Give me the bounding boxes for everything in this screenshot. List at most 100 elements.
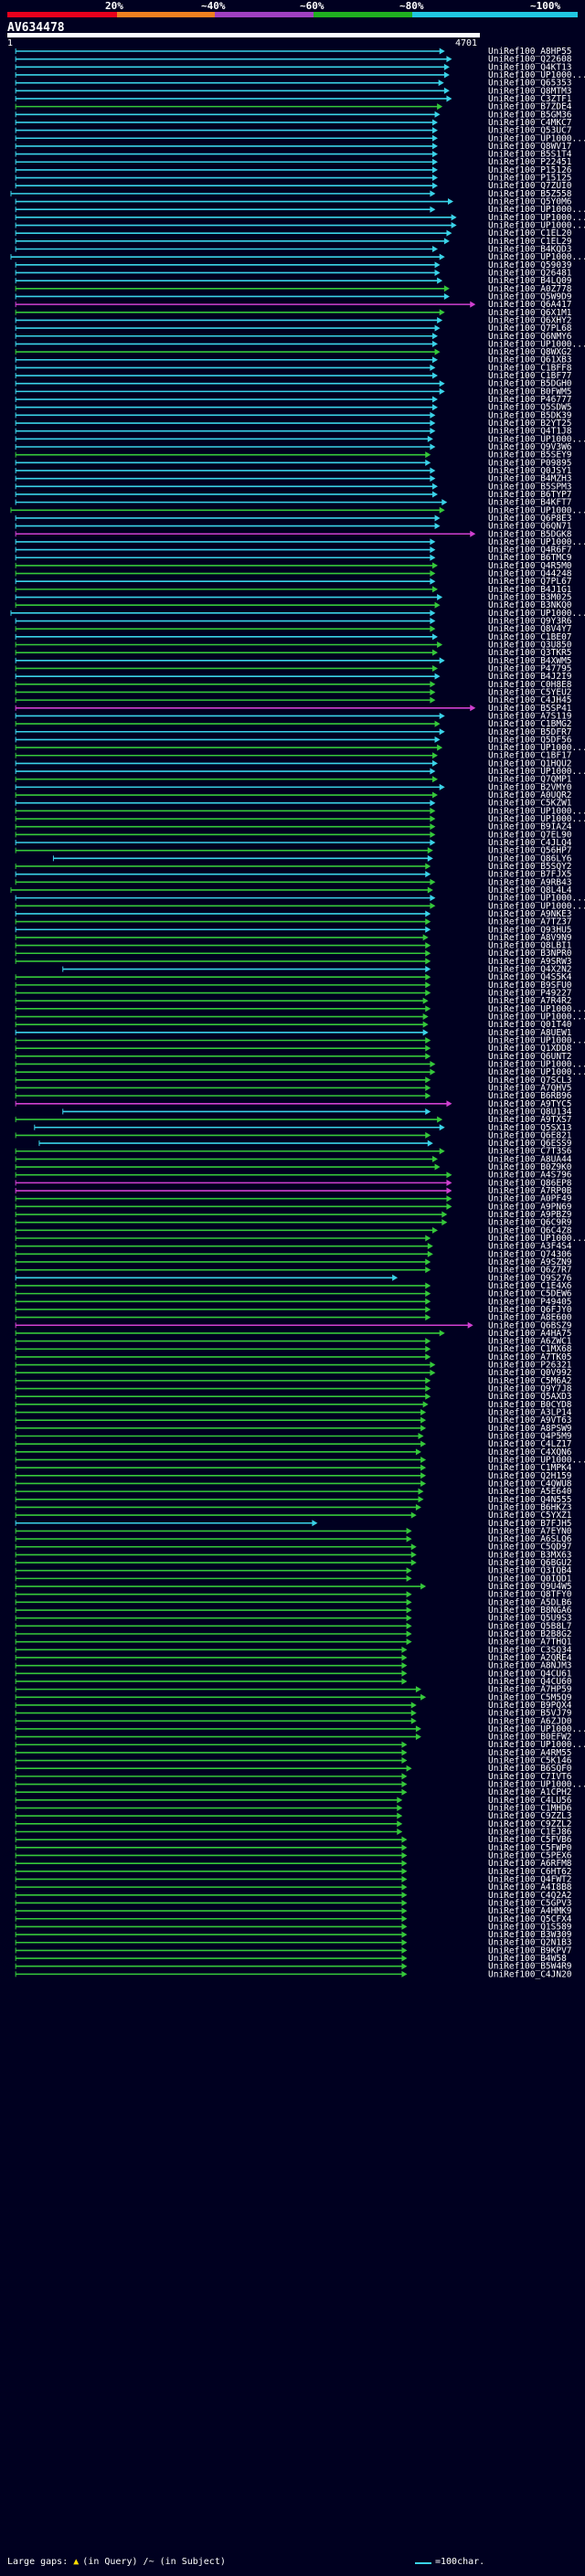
hit-label[interactable]: UniRef100_UP1000... — [488, 743, 585, 753]
hit-label[interactable]: UniRef100_A8UEW1 — [488, 1028, 572, 1038]
hit-row[interactable]: UniRef100_A9RB43 — [15, 877, 572, 887]
hit-label[interactable]: UniRef100_Q9U4W5 — [488, 1582, 572, 1592]
hit-label[interactable]: UniRef100_Q3TKR5 — [488, 648, 572, 658]
hit-row[interactable]: UniRef100_UP1000... — [15, 894, 585, 904]
hit-label[interactable]: UniRef100_A6ZWC1 — [488, 1337, 572, 1347]
hit-label[interactable]: UniRef100_A0UQR2 — [488, 790, 572, 800]
hit-row[interactable]: UniRef100_A3LP14 — [15, 1408, 572, 1418]
hit-row[interactable]: UniRef100_Q5SX13 — [34, 1123, 572, 1133]
hit-label[interactable]: UniRef100_Q6ESS9 — [488, 1139, 572, 1149]
hit-row[interactable]: UniRef100_Q4R6F7 — [15, 546, 572, 556]
hit-label[interactable]: UniRef100_UP1000... — [488, 339, 585, 349]
hit-label[interactable]: UniRef100_B2YT25 — [488, 419, 572, 429]
hit-label[interactable]: UniRef100_A9RB43 — [488, 877, 572, 887]
hit-label[interactable]: UniRef100_Q53UC7 — [488, 126, 572, 136]
hit-row[interactable]: UniRef100_A4I8B8 — [15, 1882, 572, 1892]
hit-label[interactable]: UniRef100_C1EL20 — [488, 228, 572, 239]
hit-label[interactable]: UniRef100_Q93HU5 — [488, 925, 572, 935]
hit-label[interactable]: UniRef100_UP1000... — [488, 505, 585, 515]
hit-row[interactable]: UniRef100_UP1000... — [10, 505, 585, 515]
hit-row[interactable]: UniRef100_Q4CU60 — [15, 1677, 572, 1687]
hit-label[interactable]: UniRef100_Q7PL67 — [488, 577, 572, 587]
hit-label[interactable]: UniRef100_UP1000... — [488, 1059, 585, 1069]
hit-row[interactable]: UniRef100_Q22608 — [15, 55, 572, 65]
hit-row[interactable]: UniRef100_UP1000... — [15, 767, 585, 777]
hit-row[interactable]: UniRef100_Q86LY6 — [52, 853, 572, 864]
hit-row[interactable]: UniRef100_Q26481 — [15, 268, 572, 278]
hit-row[interactable]: UniRef100_Q74306 — [15, 1249, 572, 1259]
hit-row[interactable]: UniRef100_UP1000... — [15, 1059, 585, 1069]
hit-label[interactable]: UniRef100_B4KQD3 — [488, 245, 572, 255]
hit-row[interactable]: UniRef100_A8UA44 — [15, 1154, 572, 1164]
hit-label[interactable]: UniRef100_B9IAZ4 — [488, 822, 572, 832]
hit-row[interactable]: UniRef100_Q8WXG2 — [15, 347, 572, 357]
hit-label[interactable]: UniRef100_A9SRW3 — [488, 957, 572, 967]
hit-row[interactable]: UniRef100_Q4P5M9 — [15, 1432, 572, 1442]
hit-label[interactable]: UniRef100_B5W4R9 — [488, 1962, 572, 1972]
hit-label[interactable]: UniRef100_Q4P5M9 — [488, 1432, 572, 1442]
hit-row[interactable]: UniRef100_Q1S589 — [15, 1922, 572, 1932]
hit-row[interactable]: UniRef100_B5DK39 — [15, 410, 572, 420]
hit-row[interactable]: UniRef100_B5SP41 — [15, 704, 572, 714]
hit-label[interactable]: UniRef100_A8NJM3 — [488, 1661, 572, 1671]
hit-row[interactable]: UniRef100_UP1000... — [15, 1036, 585, 1046]
hit-row[interactable]: UniRef100_P15126 — [15, 165, 572, 175]
hit-row[interactable]: UniRef100_Q8LBI1 — [15, 941, 572, 951]
hit-label[interactable]: UniRef100_Q44248 — [488, 569, 572, 579]
hit-row[interactable]: UniRef100_Q53UC7 — [15, 126, 572, 136]
hit-row[interactable]: UniRef100_B4XWM5 — [15, 656, 572, 666]
hit-row[interactable]: UniRef100_B7ZDE4 — [15, 102, 572, 112]
hit-label[interactable]: UniRef100_Q6NMY6 — [488, 332, 572, 342]
hit-label[interactable]: UniRef100_C1EJ86 — [488, 1828, 572, 1838]
hit-label[interactable]: UniRef100_UP1000... — [488, 814, 585, 824]
hit-label[interactable]: UniRef100_C0H8E8 — [488, 680, 572, 690]
hit-row[interactable]: UniRef100_B5SQY2 — [15, 862, 572, 872]
hit-label[interactable]: UniRef100_Q22608 — [488, 55, 572, 65]
hit-row[interactable]: UniRef100_C1BE07 — [15, 632, 572, 642]
hit-label[interactable]: UniRef100_C5YEU2 — [488, 687, 572, 697]
hit-label[interactable]: UniRef100_P49405 — [488, 1297, 572, 1307]
hit-row[interactable]: UniRef100_C5PEX6 — [15, 1850, 572, 1860]
hit-label[interactable]: UniRef100_Q3U850 — [488, 641, 572, 651]
hit-row[interactable]: UniRef100_Q5SDW5 — [15, 403, 572, 413]
hit-label[interactable]: UniRef100_B3W309 — [488, 1930, 572, 1940]
hit-row[interactable]: UniRef100_Q8U134 — [62, 1107, 572, 1117]
hit-label[interactable]: UniRef100_A9VT63 — [488, 1415, 572, 1426]
hit-label[interactable]: UniRef100_C4XQN6 — [488, 1447, 572, 1458]
hit-row[interactable]: UniRef100_UP1000... — [15, 339, 585, 349]
hit-row[interactable]: UniRef100_A3F4S4 — [15, 1242, 572, 1252]
hit-label[interactable]: UniRef100_B0Z9K0 — [488, 1162, 572, 1172]
hit-label[interactable]: UniRef100_B2B8G2 — [488, 1629, 572, 1639]
hit-row[interactable]: UniRef100_C4QWU8 — [15, 1479, 572, 1489]
hit-label[interactable]: UniRef100_A5DLB6 — [488, 1597, 572, 1607]
hit-label[interactable]: UniRef100_B9KPV7 — [488, 1945, 572, 1956]
hit-row[interactable]: UniRef100_Q8TFY0 — [15, 1590, 572, 1600]
hit-row[interactable]: UniRef100_Q8MTM3 — [15, 86, 572, 96]
hit-label[interactable]: UniRef100_Q6UNT2 — [488, 1052, 572, 1062]
hit-label[interactable]: UniRef100_A0Z778 — [488, 284, 572, 294]
hit-label[interactable]: UniRef100_C4MKC7 — [488, 118, 572, 128]
hit-row[interactable]: UniRef100_B5DGK8 — [15, 529, 572, 539]
hit-label[interactable]: UniRef100_A6SLQ6 — [488, 1534, 572, 1544]
hit-row[interactable]: UniRef100_Q6A417 — [15, 300, 572, 310]
hit-label[interactable]: UniRef100_Q5AXD3 — [488, 1392, 572, 1402]
hit-label[interactable]: UniRef100_B5Z558 — [488, 189, 572, 199]
hit-label[interactable]: UniRef100_C1MX68 — [488, 1344, 572, 1354]
hit-row[interactable]: UniRef100_Q59039 — [15, 260, 572, 270]
hit-row[interactable]: UniRef100_Q4FWT2 — [15, 1874, 572, 1884]
hit-label[interactable]: UniRef100_B3MX63 — [488, 1550, 572, 1560]
hit-label[interactable]: UniRef100_B9PQX4 — [488, 1701, 572, 1711]
hit-row[interactable]: UniRef100_C5GPV3 — [15, 1898, 572, 1908]
hit-row[interactable]: UniRef100_UP1000... — [15, 1780, 585, 1790]
hit-label[interactable]: UniRef100_UP1000... — [488, 1234, 585, 1244]
hit-row[interactable]: UniRef100_Q3TKR5 — [15, 648, 572, 658]
hit-label[interactable]: UniRef100_B6HKZ3 — [488, 1502, 572, 1512]
hit-row[interactable]: UniRef100_C1EL29 — [15, 237, 572, 247]
hit-row[interactable]: UniRef100_Q6UNT2 — [15, 1052, 572, 1062]
hit-label[interactable]: UniRef100_UP1000... — [488, 221, 585, 231]
hit-label[interactable]: UniRef100_Q4X2N2 — [488, 965, 572, 975]
hit-row[interactable]: UniRef100_A8E600 — [15, 1313, 572, 1323]
hit-row[interactable]: UniRef100_A9TXS7 — [15, 1115, 572, 1125]
hit-row[interactable]: UniRef100_C5YEU2 — [15, 687, 572, 697]
hit-row[interactable]: UniRef100_C1BFF8 — [15, 363, 572, 373]
